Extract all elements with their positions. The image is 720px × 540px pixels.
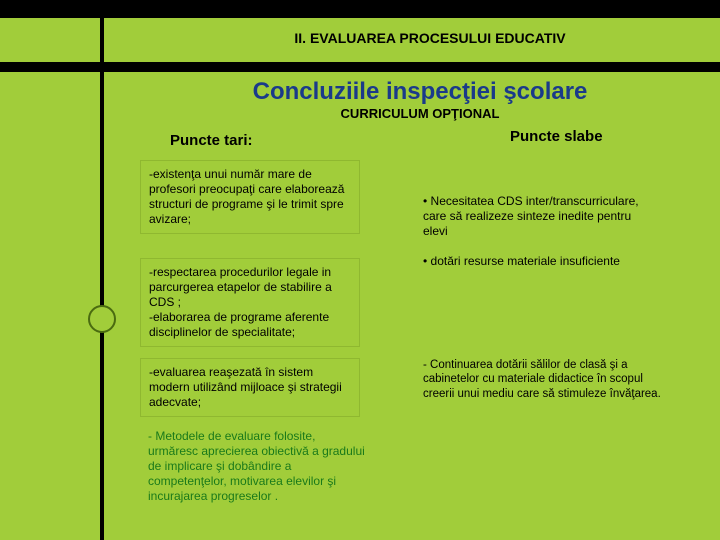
left-box-1: -existenţa unui număr mare de profesori … (140, 160, 360, 234)
left-box-3: -evaluarea reaşezată în sistem modern ut… (140, 358, 360, 417)
right-box-2: - Continuarea dotării sălilor de clasă ş… (415, 352, 670, 407)
page-subtitle: CURRICULUM OPŢIONAL (140, 106, 700, 121)
left-box-4: - Metodele de evaluare folosite, urmăres… (140, 423, 375, 510)
vertical-divider (100, 0, 104, 540)
page-title: Concluziile inspecţiei şcolare (140, 78, 700, 106)
separator-band (0, 62, 720, 72)
right-box-1: • Necesitatea CDS inter/transcurriculare… (415, 188, 655, 275)
top-black-band (0, 0, 720, 18)
right-column-heading: Puncte slabe (510, 128, 603, 145)
left-column-heading: Puncte tari: (170, 132, 253, 149)
left-box-2: -respectarea procedurilor legale in parc… (140, 258, 360, 347)
section-header: II. EVALUAREA PROCESULUI EDUCATIV (180, 30, 680, 46)
decorative-circle (88, 305, 116, 333)
